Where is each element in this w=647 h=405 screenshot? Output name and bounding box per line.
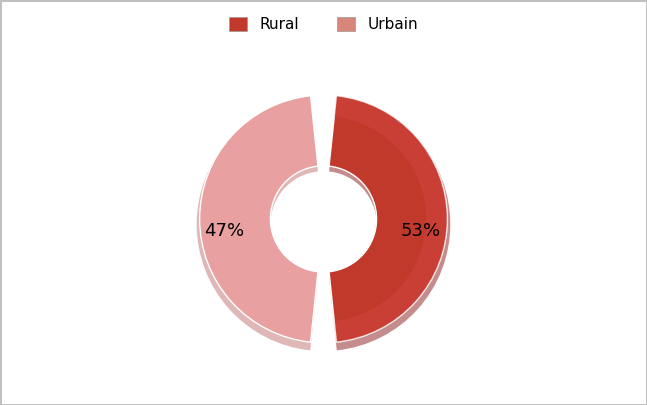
Wedge shape xyxy=(200,96,318,342)
Wedge shape xyxy=(334,96,447,342)
Wedge shape xyxy=(329,96,447,342)
Legend: Rural, Urbain: Rural, Urbain xyxy=(223,11,424,38)
Text: 47%: 47% xyxy=(204,222,244,240)
Text: 53%: 53% xyxy=(400,222,441,240)
Wedge shape xyxy=(197,98,318,350)
Wedge shape xyxy=(329,98,450,350)
